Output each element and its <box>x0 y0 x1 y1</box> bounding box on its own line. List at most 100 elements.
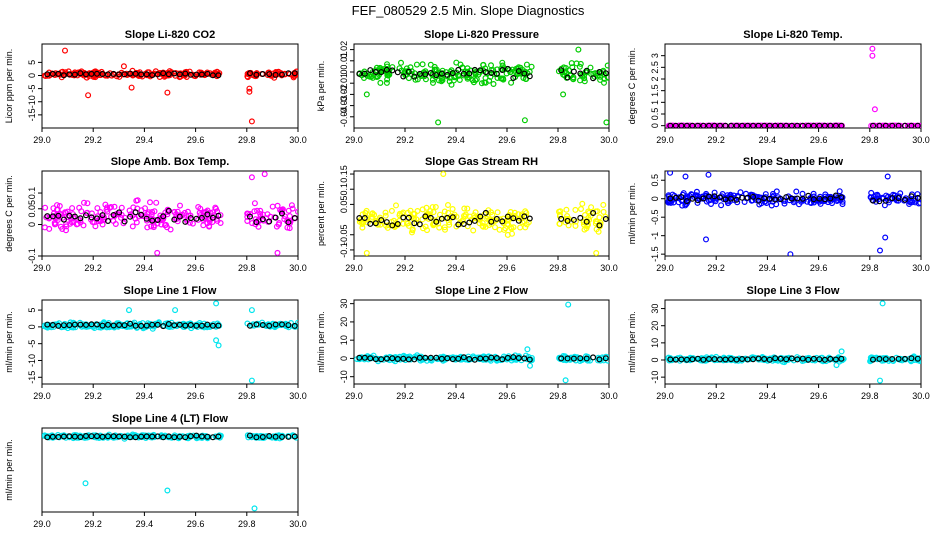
mean-point <box>405 68 412 75</box>
mean-point <box>121 71 128 78</box>
mean-point <box>444 71 451 78</box>
mean-point <box>215 72 222 79</box>
mean-point <box>253 219 260 226</box>
mean-point <box>590 75 597 82</box>
data-point <box>423 204 430 211</box>
mean-point <box>602 355 609 362</box>
outlier-point <box>154 249 161 256</box>
mean-point <box>433 354 440 361</box>
mean-point <box>783 356 790 363</box>
data-point <box>432 66 439 73</box>
mean-point <box>266 322 273 329</box>
mean-point <box>138 211 145 218</box>
data-point <box>80 199 87 206</box>
mean-point <box>272 321 279 328</box>
data-point <box>117 214 124 221</box>
mean-point <box>176 433 183 440</box>
data-points <box>42 300 298 384</box>
x-tick-label: 30.0 <box>912 263 930 273</box>
data-point <box>404 220 411 227</box>
mean-point <box>82 433 89 440</box>
mean-point <box>405 214 412 221</box>
x-tick-label: 29.8 <box>238 263 256 273</box>
mean-point <box>66 433 73 440</box>
mean-point <box>171 216 178 223</box>
data-point <box>295 208 298 215</box>
data-point <box>885 199 892 206</box>
y-tick-label: -0.5 <box>650 209 660 225</box>
x-tick-label: 29.8 <box>861 263 879 273</box>
outlier-point <box>248 174 255 181</box>
mean-point <box>914 122 921 128</box>
data-point <box>50 205 57 212</box>
x-tick-label: 29.8 <box>861 391 879 401</box>
data-point <box>793 188 800 195</box>
mean-point <box>272 433 279 440</box>
data-point <box>400 353 407 360</box>
data-point <box>703 122 710 128</box>
mean-point <box>49 322 56 329</box>
data-point <box>459 217 466 224</box>
mean-point <box>504 213 511 220</box>
y-axis-label: ml/min per min. <box>316 311 326 373</box>
mean-point <box>799 195 806 202</box>
mean-point <box>372 68 379 75</box>
mean-point <box>521 355 528 362</box>
mean-point <box>132 434 139 441</box>
mean-point <box>422 71 429 78</box>
mean-point <box>827 195 834 202</box>
mean-point <box>422 354 429 361</box>
x-tick-label: 30.0 <box>289 263 307 273</box>
data-point <box>62 227 69 234</box>
data-point <box>384 61 391 68</box>
panel-8: Slope Line 2 Flow ml/min per min. 29.0 29.2… <box>316 285 618 401</box>
data-point <box>563 206 570 213</box>
mean-point <box>253 321 260 328</box>
mean-point <box>116 433 123 440</box>
x-tick-label: 29.4 <box>447 135 465 145</box>
mean-point <box>449 214 456 221</box>
mean-point <box>727 356 734 363</box>
data-point <box>384 224 391 231</box>
mean-point <box>805 192 812 199</box>
mean-point <box>504 354 511 361</box>
data-points <box>665 171 921 256</box>
data-point <box>153 199 160 206</box>
mean-point <box>596 222 603 229</box>
mean-point <box>272 214 279 221</box>
data-point <box>61 209 68 216</box>
mean-point <box>433 218 440 225</box>
data-point <box>596 214 603 221</box>
outlier-point <box>869 45 876 52</box>
mean-point <box>247 432 254 439</box>
data-point <box>419 216 426 223</box>
mean-point <box>783 194 790 201</box>
mean-point <box>882 197 889 204</box>
mean-point <box>367 220 374 227</box>
data-point <box>68 219 75 226</box>
mean-point <box>794 356 801 363</box>
mean-point <box>716 194 723 201</box>
data-point <box>791 122 798 128</box>
mean-point <box>901 196 908 203</box>
mean-point <box>99 212 106 219</box>
mean-point <box>716 356 723 363</box>
mean-point <box>204 70 211 77</box>
mean-point <box>477 213 484 220</box>
x-tick-label: 30.0 <box>912 135 930 145</box>
mean-point <box>55 70 62 77</box>
data-point <box>593 226 600 233</box>
y-tick-label: 0.5 <box>650 108 660 121</box>
mean-point <box>744 122 751 128</box>
data-point <box>369 210 376 217</box>
x-tick-label: 29.4 <box>136 263 154 273</box>
mean-point <box>810 196 817 203</box>
data-points <box>356 46 609 126</box>
mean-point <box>766 122 773 128</box>
x-tick-label: 29.2 <box>84 263 102 273</box>
data-point <box>289 205 296 212</box>
outlier-point <box>884 173 891 180</box>
data-point <box>449 206 456 213</box>
data-point <box>472 70 479 77</box>
mean-point <box>499 66 506 73</box>
